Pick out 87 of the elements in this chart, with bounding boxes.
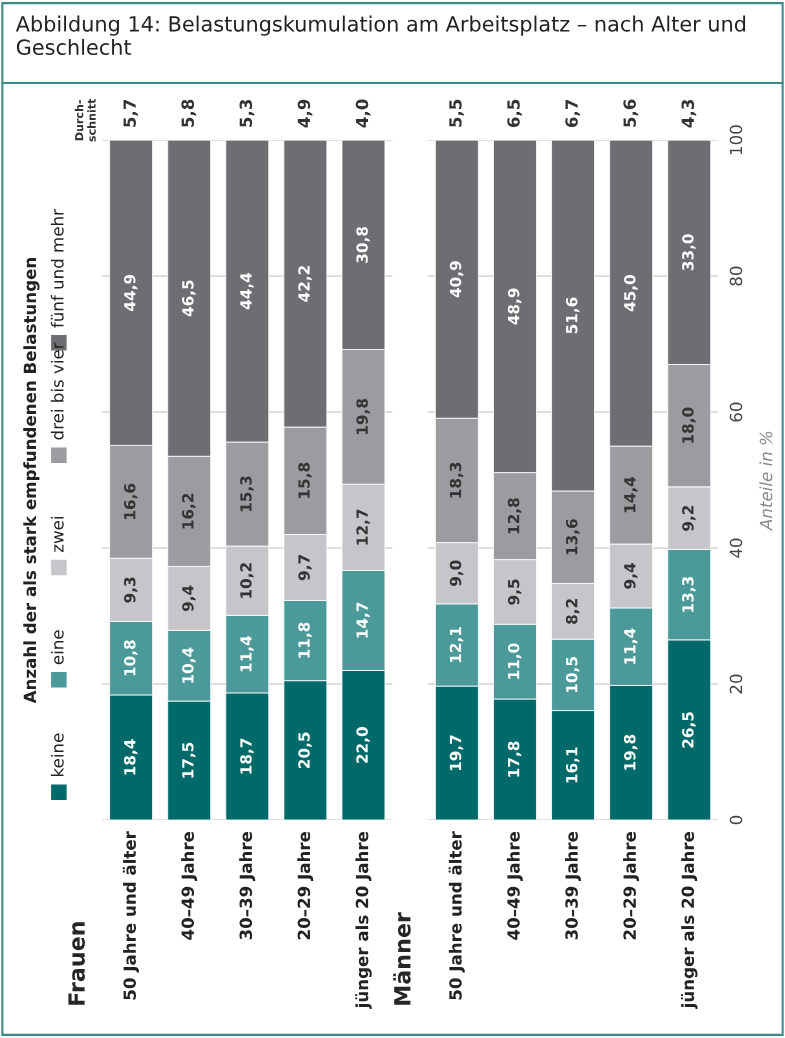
- text: 4,3: [681, 99, 697, 128]
- x-tick-label: 50 Jahre und älter: [122, 831, 140, 1000]
- data-label: 10,2: [240, 563, 254, 598]
- x-tick-label: 20–29 Jahre: [297, 831, 314, 940]
- x-tick-label: 50 Jahre und älter: [448, 831, 465, 1000]
- y-tick-label: 100: [729, 125, 743, 155]
- data-label: 19,8: [624, 734, 638, 770]
- data-label: 11,8: [298, 622, 312, 658]
- data-label: 16,2: [182, 493, 196, 529]
- data-label: 14,7: [356, 602, 370, 638]
- text: 6,7: [565, 99, 581, 128]
- data-label: 9,4: [182, 585, 196, 612]
- data-label: 11,4: [624, 628, 638, 664]
- data-label: 18,4: [123, 739, 138, 775]
- legend-title: Anzahl der als stark empfundenen Belastungen: [23, 258, 40, 704]
- data-label: 12,7: [356, 509, 370, 545]
- text: 5,5: [449, 99, 464, 127]
- text: Männer: [393, 912, 411, 1005]
- x-tick-label: 30–39 Jahre: [239, 831, 256, 940]
- data-label: 9,5: [507, 579, 522, 605]
- data-label: 12,8: [507, 498, 522, 534]
- text: fünf und mehr: [50, 209, 64, 328]
- data-label: 40,9: [449, 261, 464, 298]
- text: keine: [50, 733, 64, 776]
- data-label: 19,7: [449, 735, 464, 771]
- data-label: 45,0: [624, 274, 638, 312]
- data-label: 11,0: [507, 643, 522, 679]
- data-label: 17,8: [507, 741, 522, 777]
- data-label: 16,1: [565, 747, 580, 783]
- x-tick-label: 30–39 Jahre: [564, 831, 581, 940]
- data-label: 10,4: [182, 647, 196, 683]
- text: 5,6: [623, 99, 639, 127]
- y-axis-title: Anteile in %: [759, 431, 773, 531]
- data-label: 26,5: [682, 712, 696, 748]
- data-label: 18,7: [240, 738, 254, 774]
- data-label: 9,4: [624, 563, 638, 589]
- data-label: 18,0: [682, 407, 696, 443]
- data-label: 42,2: [298, 266, 312, 302]
- data-label: 48,9: [507, 288, 522, 325]
- data-label: 15,3: [240, 476, 254, 512]
- data-label: 9,0: [449, 560, 464, 586]
- text: 5,3: [239, 99, 255, 127]
- x-tick-label: jünger als 20 Jahre: [355, 831, 372, 1009]
- data-label: 20,5: [298, 732, 312, 768]
- y-tick-label: 0: [729, 815, 743, 825]
- x-tick-label: 40–49 Jahre: [181, 831, 198, 940]
- text: 5,7: [123, 99, 139, 127]
- data-label: 15,8: [298, 462, 312, 498]
- data-label: 9,7: [298, 555, 312, 581]
- y-tick-label: 20: [729, 674, 743, 694]
- data-label: 17,5: [182, 742, 196, 778]
- data-label: 14,4: [624, 476, 638, 513]
- data-label: 51,6: [565, 297, 580, 334]
- text: zwei: [50, 517, 64, 553]
- data-label: 44,4: [240, 272, 254, 310]
- text: 4,9: [297, 99, 313, 128]
- text: Durch- schnitt: [74, 98, 96, 142]
- data-label: 16,6: [123, 483, 138, 519]
- data-label: 44,9: [123, 274, 138, 311]
- data-label: 10,8: [123, 640, 138, 676]
- data-label: 18,3: [449, 462, 464, 498]
- data-label: 9,3: [123, 577, 138, 603]
- data-label: 46,5: [182, 280, 196, 317]
- text: drei bis vier: [50, 342, 64, 440]
- text: eine: [50, 630, 64, 665]
- data-label: 19,8: [356, 398, 370, 434]
- text: 4,0: [355, 99, 371, 128]
- data-label: 9,2: [682, 505, 696, 531]
- data-label: 33,0: [682, 234, 696, 271]
- x-tick-label: jünger als 20 Jahre: [680, 831, 698, 1009]
- data-label: 10,5: [565, 657, 580, 692]
- data-label: 13,6: [565, 519, 580, 555]
- text: Frauen: [68, 922, 85, 1005]
- y-tick-label: 40: [729, 538, 743, 558]
- chart-title: Abbildung 14: Belastungskumulation am Arbeitsplatz – nach Alter und Geschlecht: [15, 15, 746, 56]
- data-label: 13,3: [682, 577, 696, 612]
- data-label: 22,0: [356, 727, 370, 763]
- y-tick-label: 60: [729, 402, 743, 422]
- data-label: 12,1: [449, 627, 464, 663]
- y-tick-label: 80: [729, 266, 743, 286]
- data-label: 11,4: [240, 635, 254, 672]
- x-tick-label: 20–29 Jahre: [623, 831, 640, 940]
- data-label: 30,8: [356, 226, 370, 263]
- text: 6,5: [507, 99, 522, 128]
- data-label: 8,2: [565, 599, 580, 624]
- text: 5,8: [181, 99, 197, 127]
- x-tick-label: 40–49 Jahre: [506, 831, 523, 940]
